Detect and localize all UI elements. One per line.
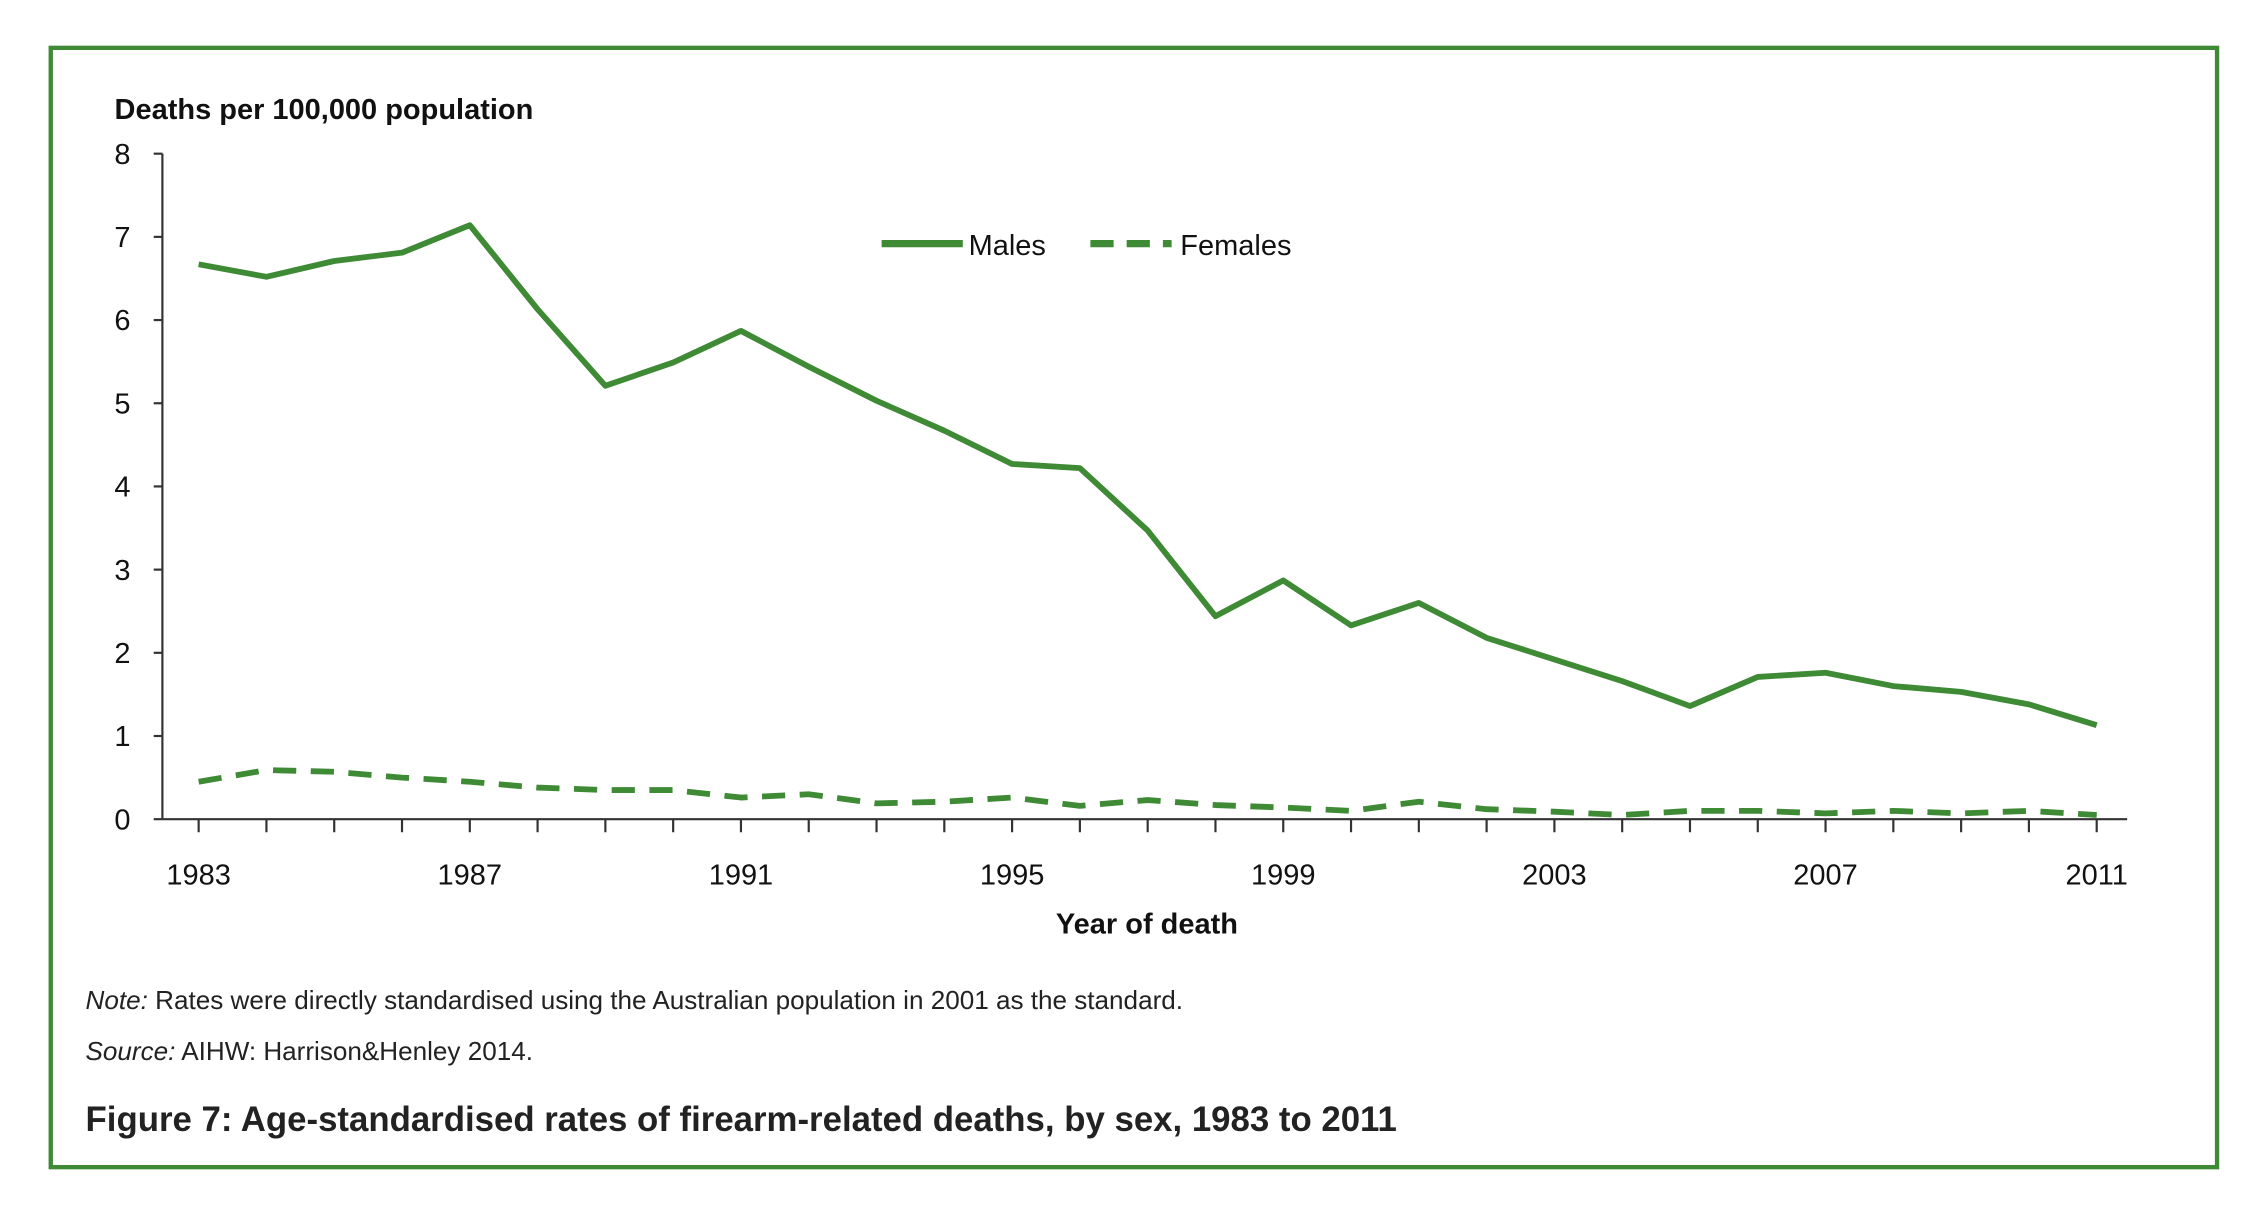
y-tick-label: 4 (114, 472, 130, 504)
legend-males-label: Males (969, 230, 1046, 262)
legend-females-label: Females (1180, 230, 1291, 262)
figure-border (48, 45, 2220, 1170)
x-tick-label: 2011 (2066, 859, 2128, 891)
x-tick-label: 1999 (1251, 859, 1315, 891)
y-tick-label: 0 (114, 804, 130, 836)
y-axis-label: Deaths per 100,000 population (115, 94, 534, 126)
y-tick-label: 2 (114, 638, 130, 670)
x-tick-label: 2003 (1522, 859, 1586, 891)
y-tick-label: 3 (114, 555, 130, 587)
x-tick-label: 2007 (1793, 859, 1857, 891)
note: Note: Rates were directly standardised u… (86, 985, 1183, 1015)
x-axis-label: Year of death (1056, 909, 1238, 941)
y-tick-label: 8 (114, 139, 130, 171)
series-line-males (198, 222, 2098, 728)
x-tick-label: 1987 (438, 859, 502, 891)
legend: Males Females (881, 230, 1291, 262)
y-tick-label: 1 (114, 721, 130, 753)
figure-caption: Figure 7: Age-standardised rates of fire… (86, 1101, 1397, 1139)
axes: 0 1 2 3 4 5 6 7 8 1983 1987 1991 1995 1999 2003 2007 201… (114, 139, 2127, 892)
y-tick-label: 7 (114, 222, 130, 254)
y-tick-label: 6 (114, 305, 130, 337)
source: Source: AIHW: Harrison&Henley 2014. (86, 1036, 533, 1066)
y-tick-label: 5 (114, 388, 130, 420)
x-tick-label: 1995 (980, 859, 1044, 891)
series-line-females (198, 767, 2097, 818)
x-tick-label: 1991 (709, 859, 773, 891)
series-lines (198, 222, 2098, 818)
x-tick-label: 1983 (166, 859, 230, 891)
